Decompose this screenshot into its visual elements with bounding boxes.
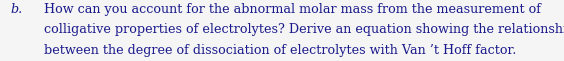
Text: b.: b. [10, 3, 22, 16]
Text: between the degree of dissociation of electrolytes with Van ’t Hoff factor.: between the degree of dissociation of el… [44, 44, 517, 57]
Text: How can you account for the abnormal molar mass from the measurement of: How can you account for the abnormal mol… [44, 3, 541, 16]
Text: colligative properties of electrolytes? Derive an equation showing the relations: colligative properties of electrolytes? … [44, 23, 564, 36]
